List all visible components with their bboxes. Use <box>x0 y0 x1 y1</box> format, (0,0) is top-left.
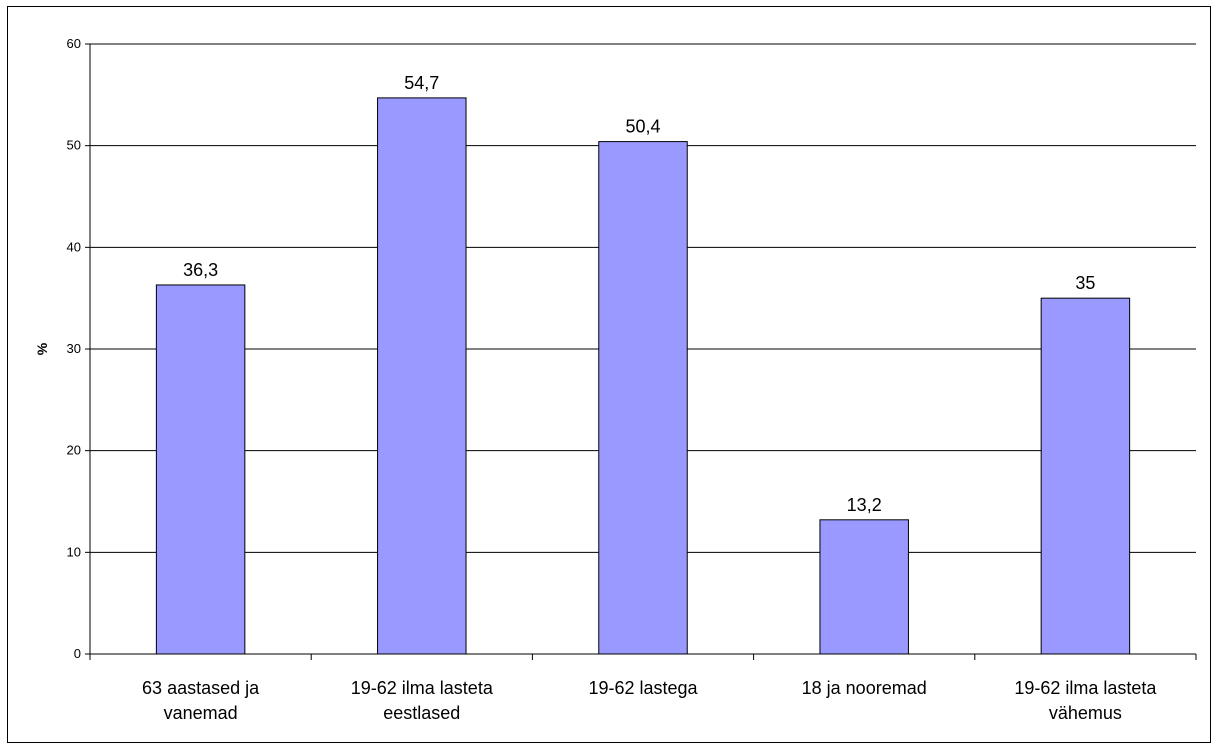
data-label: 50,4 <box>625 117 660 137</box>
category-label: 19-62 lastega <box>588 678 698 698</box>
y-tick-label: 10 <box>67 544 81 559</box>
y-tick-label: 50 <box>67 138 81 153</box>
y-tick-label: 20 <box>67 443 81 458</box>
bar <box>819 519 909 655</box>
category-label: vanemad <box>164 703 238 723</box>
data-label: 35 <box>1075 273 1095 293</box>
y-tick-label: 60 <box>67 36 81 51</box>
category-label: 18 ja nooremad <box>802 678 927 698</box>
data-label: 54,7 <box>404 73 439 93</box>
category-label: eestlased <box>383 703 460 723</box>
bar <box>1040 297 1131 655</box>
y-tick-label: 0 <box>74 646 81 661</box>
y-tick-label: 40 <box>67 239 81 254</box>
category-label: 19-62 ilma lasteta <box>351 678 494 698</box>
data-label: 36,3 <box>183 260 218 280</box>
y-axis-label: % <box>34 342 50 355</box>
bar <box>598 141 688 655</box>
bar <box>377 97 467 655</box>
category-label: 63 aastased ja <box>142 678 260 698</box>
y-tick-label: 30 <box>67 341 81 356</box>
data-label: 13,2 <box>847 495 882 515</box>
category-label: 19-62 ilma lasteta <box>1014 678 1157 698</box>
bar <box>155 284 246 655</box>
category-label: vähemus <box>1049 703 1122 723</box>
